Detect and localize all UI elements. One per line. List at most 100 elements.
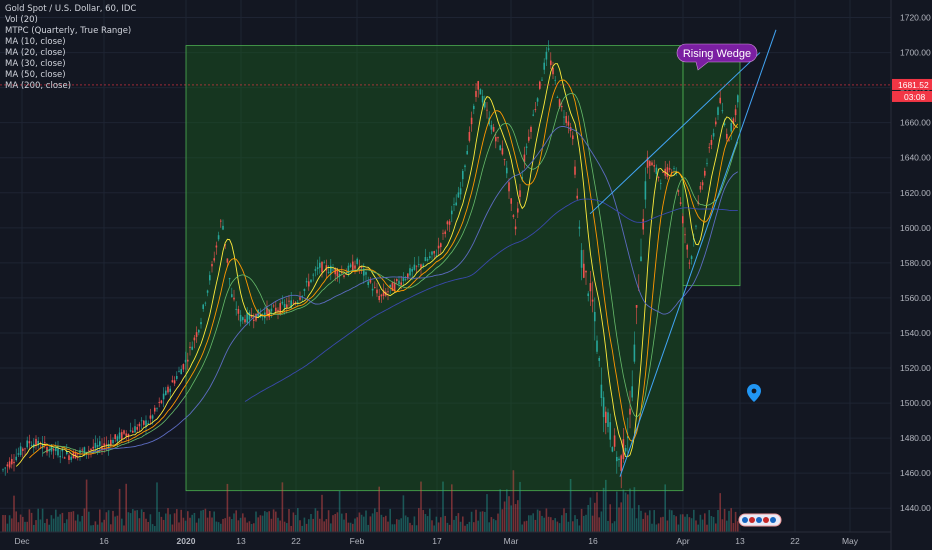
volume-bar: [554, 518, 556, 532]
candle-body: [59, 455, 61, 458]
legend-ma200[interactable]: MA (200, close): [5, 81, 72, 91]
candle-body: [173, 380, 176, 384]
volume-bar: [558, 523, 561, 532]
candle-body: [539, 81, 541, 89]
volume-bar: [305, 523, 308, 532]
time-tick-label: 16: [588, 536, 598, 546]
candle-body: [332, 269, 334, 271]
volume-bar: [237, 520, 240, 532]
volume-bar: [180, 509, 182, 532]
volume-bar: [682, 514, 684, 532]
volume-bar: [162, 519, 165, 532]
volume-bar: [569, 479, 572, 532]
volume-bar: [244, 517, 246, 532]
volume-bar: [338, 490, 341, 532]
candle-body: [88, 450, 90, 452]
ma-40-line: [90, 125, 739, 453]
legend-mtpc[interactable]: MTPC (Quarterly, True Range): [5, 26, 132, 36]
volume-bar: [712, 516, 715, 532]
time-tick-label: 22: [790, 536, 800, 546]
volume-bar: [332, 515, 334, 532]
candle-body: [442, 232, 444, 234]
volume-bar: [521, 524, 523, 532]
location-pin-icon[interactable]: [747, 384, 761, 402]
volume-bar: [369, 516, 372, 532]
legend-ma10[interactable]: MA (10, close): [5, 37, 66, 47]
volume-bar: [19, 514, 22, 532]
candle-body: [149, 415, 152, 419]
legend-ma20[interactable]: MA (20, close): [5, 48, 66, 58]
candle-body: [96, 444, 99, 448]
wedge-trendlines[interactable]: [589, 29, 777, 477]
volume-bar: [143, 512, 145, 532]
volume-bar: [398, 519, 400, 532]
candle-body: [70, 456, 72, 460]
candle-body: [8, 461, 11, 468]
volume-bar: [327, 510, 330, 532]
candle-body: [426, 259, 429, 261]
volume-bar: [431, 520, 433, 532]
volume-bar: [607, 520, 609, 532]
volume-bar: [721, 519, 724, 532]
volume-bar: [690, 518, 693, 532]
candle-body: [272, 305, 275, 307]
candle-body: [437, 245, 440, 249]
volume-bar: [125, 483, 127, 532]
volume-bar: [732, 523, 735, 532]
volume-bar: [173, 513, 176, 532]
time-tick-label: 2020: [177, 536, 196, 546]
legend-symbol[interactable]: Gold Spot / U.S. Dollar, 60, IDC: [5, 4, 137, 14]
volume-bar: [726, 520, 728, 532]
volume-bar: [611, 523, 614, 532]
candle-body: [347, 265, 350, 274]
legend-vol[interactable]: Vol (20): [5, 15, 38, 25]
volume-bar: [48, 524, 50, 532]
price-axis[interactable]: 1440.00 1460.00 1480.00 1500.00 1520.00 1540.…: [890, 0, 932, 550]
candle-body: [250, 314, 253, 318]
volume-bar: [277, 517, 279, 532]
candle-body: [651, 162, 653, 166]
price-tick-label: 1440.00: [900, 503, 931, 513]
time-axis[interactable]: Dec 16 2020 13 22 Feb 17 Mar 16 Apr 13 22 May: [0, 531, 891, 546]
volume-bar: [567, 521, 570, 532]
volume-bar: [103, 519, 105, 532]
volume-bar: [668, 509, 671, 532]
candle-body: [415, 265, 418, 267]
time-tick-label: Feb: [350, 536, 365, 546]
candle-body: [413, 264, 416, 270]
volume-bar: [217, 522, 220, 532]
volume-bar: [466, 524, 468, 532]
volume-bar: [303, 517, 306, 532]
volume-bar: [666, 520, 669, 532]
candle-body: [30, 445, 33, 447]
candle-body: [118, 432, 121, 439]
volume-bar: [266, 512, 268, 532]
candle-body: [598, 358, 600, 361]
candle-body: [187, 359, 189, 362]
flag-badge[interactable]: [738, 513, 782, 527]
rising-wedge-annotation[interactable]: Rising Wedge: [676, 43, 758, 71]
volume-bar: [169, 514, 171, 532]
volume-bar: [470, 511, 473, 532]
candle-body: [514, 226, 517, 230]
legend-ma50[interactable]: MA (50, close): [5, 70, 66, 80]
candle-body: [371, 288, 374, 291]
candle-body: [303, 289, 306, 291]
legend-ma30[interactable]: MA (30, close): [5, 59, 66, 69]
candle-body: [162, 393, 165, 400]
volume-bar: [299, 520, 301, 532]
volume-bar: [176, 509, 178, 532]
volume-bar: [195, 522, 198, 532]
candle-body: [400, 282, 402, 285]
candle-body: [81, 449, 83, 451]
volume-bar: [462, 516, 464, 532]
candle-body: [464, 165, 466, 168]
volume-bar: [446, 522, 449, 532]
candle-body: [336, 269, 339, 277]
candle-body: [411, 269, 413, 272]
candle-body: [6, 464, 9, 467]
volume-bar: [433, 525, 435, 532]
volume-bar: [145, 518, 147, 532]
volume-bar: [334, 513, 336, 532]
